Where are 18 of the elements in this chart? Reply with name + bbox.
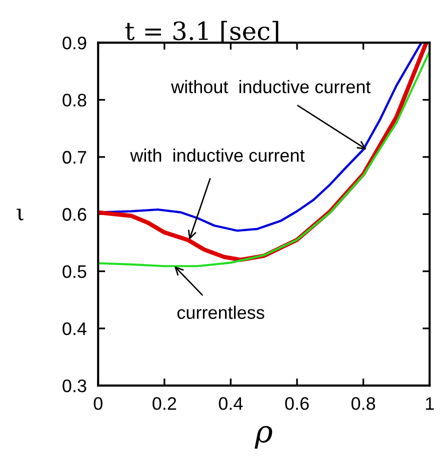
y-tick-label: 0.7 xyxy=(62,150,86,164)
x-tick-label: 0.8 xyxy=(351,397,376,410)
annotation: currentless xyxy=(177,306,264,319)
x-axis-title: ρ xyxy=(254,426,272,449)
y-tick-label: 0.3 xyxy=(62,379,86,392)
y-axis-title: ι xyxy=(16,208,24,220)
y-tick-label: 0.6 xyxy=(62,208,86,221)
x-tick-label: 0.2 xyxy=(152,397,176,410)
x-tick-label: 1 xyxy=(426,397,434,410)
y-tick-label: 0.8 xyxy=(62,94,86,107)
y-tick-label: 0.9 xyxy=(62,36,86,50)
x-tick-label: 0.4 xyxy=(218,397,243,410)
x-tick-label: 0 xyxy=(94,397,102,410)
annotation: with inductive current xyxy=(130,148,305,162)
y-tick-label: 0.5 xyxy=(62,265,86,278)
y-tick-label: 0.4 xyxy=(62,322,86,336)
x-tick-label: 0.6 xyxy=(285,397,309,410)
annotation: without inductive current xyxy=(171,80,371,94)
